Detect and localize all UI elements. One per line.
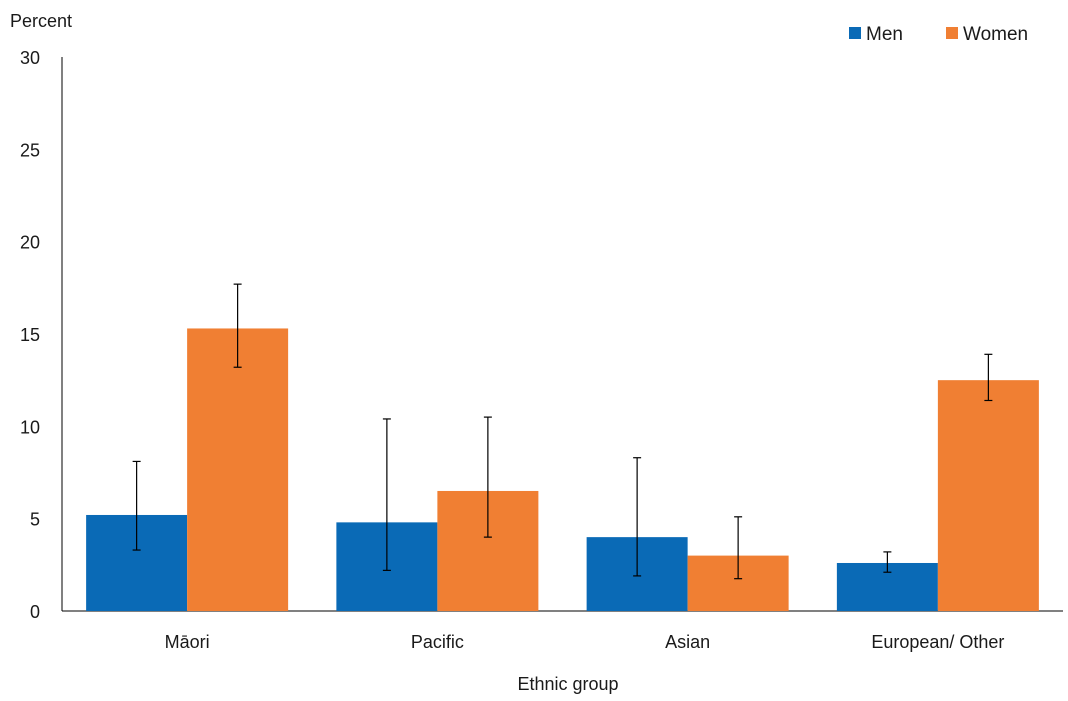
error-bar-women: [984, 353, 993, 402]
y-tick-labels: 0 5 10 15 20 25 30: [20, 48, 40, 622]
y-tick-label: 10: [20, 417, 40, 437]
legend-swatch: [849, 27, 861, 39]
error-bar-men: [132, 460, 141, 551]
legend-item-men: Men: [849, 24, 903, 45]
y-tick-label: 0: [30, 602, 40, 622]
y-tick-label: 25: [20, 140, 40, 160]
y-tick-label: 5: [30, 510, 40, 530]
bar-women: [187, 328, 289, 611]
bar-women: [937, 380, 1039, 611]
y-tick-label: 30: [20, 48, 40, 68]
error-bar-women: [483, 416, 492, 538]
x-tick-labels: Māori Pacific Asian European/ Other: [165, 632, 1005, 652]
x-tick-label: Pacific: [411, 632, 464, 652]
error-bar-men: [633, 457, 642, 577]
error-bar-men: [883, 551, 892, 573]
x-axis-label: Ethnic group: [517, 674, 618, 694]
x-tick-label: European/ Other: [871, 632, 1004, 652]
x-tick-label: Māori: [165, 632, 210, 652]
error-bars: [132, 283, 993, 580]
error-bar-women: [734, 516, 743, 580]
bars: [86, 328, 1039, 611]
y-axis-label: Percent: [10, 11, 72, 31]
x-tick-label: Asian: [665, 632, 710, 652]
legend-label: Women: [963, 24, 1028, 45]
legend-swatch: [946, 27, 958, 39]
error-bar-women: [233, 283, 242, 368]
y-tick-label: 15: [20, 325, 40, 345]
error-bar-men: [382, 418, 391, 571]
legend: Men Women: [849, 24, 1028, 45]
legend-label: Men: [866, 24, 903, 45]
legend-item-women: Women: [946, 24, 1028, 45]
y-tick-label: 20: [20, 233, 40, 253]
